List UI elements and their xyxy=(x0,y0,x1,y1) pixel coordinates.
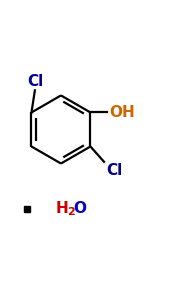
Text: Cl: Cl xyxy=(27,74,43,89)
Text: H: H xyxy=(56,201,69,216)
Text: 2: 2 xyxy=(67,207,75,217)
Text: OH: OH xyxy=(109,105,135,120)
Text: Cl: Cl xyxy=(106,163,122,178)
Text: O: O xyxy=(74,201,87,216)
